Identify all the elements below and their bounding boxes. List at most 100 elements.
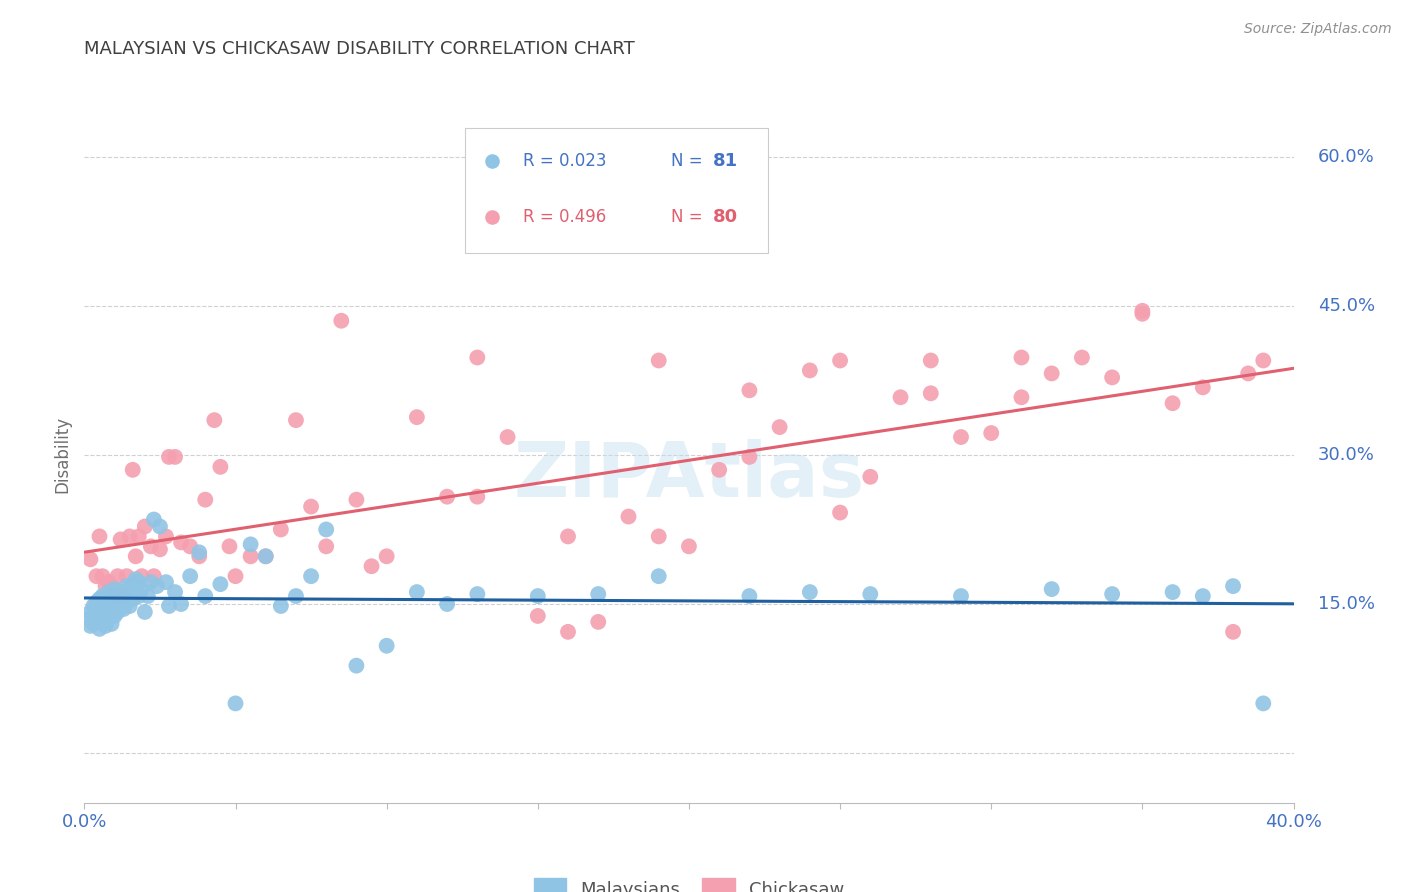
Point: [146, 579, 169, 593]
Point: [107, 569, 129, 583]
Point: [149, 519, 172, 533]
Point: [89, 607, 111, 621]
Text: ZIPAtlas: ZIPAtlas: [513, 439, 865, 513]
Point: [738, 384, 761, 398]
Point: [859, 587, 882, 601]
Point: [1040, 582, 1063, 596]
Point: [79, 619, 101, 633]
Point: [225, 697, 247, 711]
Point: [1222, 579, 1244, 593]
Point: [142, 512, 165, 526]
Point: [375, 639, 398, 653]
Bar: [465, 128, 768, 253]
Text: 80: 80: [713, 208, 738, 226]
Point: [799, 363, 821, 377]
Point: [1237, 367, 1260, 381]
Point: [270, 599, 292, 613]
Point: [100, 616, 122, 631]
Point: [131, 569, 153, 583]
Point: [647, 353, 671, 368]
Text: 81: 81: [713, 153, 738, 170]
Point: [299, 569, 322, 583]
Point: [467, 351, 489, 365]
Point: [1161, 585, 1184, 599]
Point: [254, 549, 277, 564]
Point: [107, 589, 129, 603]
Point: [799, 585, 821, 599]
Point: [678, 540, 700, 554]
Point: [1130, 307, 1153, 321]
Point: [97, 599, 120, 613]
Point: [112, 587, 135, 601]
Point: [104, 609, 127, 624]
Point: [139, 540, 162, 554]
Point: [588, 587, 610, 601]
Point: [406, 410, 429, 425]
Point: [100, 579, 122, 593]
Point: [315, 523, 337, 537]
Point: [1101, 370, 1123, 384]
Point: [110, 585, 132, 599]
Point: [188, 545, 211, 559]
Point: [107, 605, 129, 619]
Point: [1010, 351, 1032, 365]
Point: [157, 599, 180, 613]
Point: [94, 592, 117, 607]
Point: [194, 589, 217, 603]
Point: [209, 577, 232, 591]
Point: [1191, 380, 1213, 394]
Point: [557, 624, 579, 639]
Point: [647, 529, 671, 543]
Point: [194, 492, 217, 507]
Point: [139, 575, 162, 590]
Point: [1101, 587, 1123, 601]
Point: [284, 589, 308, 603]
Point: [709, 463, 731, 477]
Point: [110, 599, 132, 613]
Point: [738, 589, 761, 603]
Point: [79, 552, 101, 566]
Point: [82, 599, 104, 613]
Point: [1010, 390, 1032, 404]
Point: [100, 602, 122, 616]
Point: [202, 413, 225, 427]
Point: [254, 549, 277, 564]
Point: [526, 589, 548, 603]
Y-axis label: Disability: Disability: [53, 417, 72, 493]
Point: [209, 459, 232, 474]
Point: [86, 595, 108, 609]
Point: [467, 490, 489, 504]
Point: [134, 605, 156, 619]
Point: [496, 430, 519, 444]
Point: [163, 450, 186, 464]
Point: [1130, 303, 1153, 318]
Point: [436, 597, 458, 611]
Text: 30.0%: 30.0%: [1317, 446, 1375, 464]
Point: [346, 658, 368, 673]
Text: N =: N =: [671, 153, 707, 170]
Point: [104, 589, 127, 603]
Point: [118, 582, 141, 596]
Point: [157, 450, 180, 464]
Point: [97, 612, 120, 626]
Point: [115, 579, 138, 593]
Point: [769, 420, 792, 434]
Text: R = 0.496: R = 0.496: [523, 208, 606, 226]
Point: [118, 529, 141, 543]
Point: [131, 582, 153, 596]
Point: [1040, 367, 1063, 381]
Point: [149, 542, 172, 557]
Point: [315, 540, 337, 554]
Point: [980, 425, 1002, 440]
Point: [115, 569, 138, 583]
Point: [1222, 624, 1244, 639]
Point: [920, 386, 942, 401]
Point: [950, 430, 973, 444]
Point: [110, 533, 132, 547]
Point: [170, 597, 193, 611]
Point: [89, 529, 111, 543]
Point: [179, 540, 201, 554]
Point: [128, 529, 150, 543]
Point: [76, 612, 98, 626]
Point: [89, 622, 111, 636]
